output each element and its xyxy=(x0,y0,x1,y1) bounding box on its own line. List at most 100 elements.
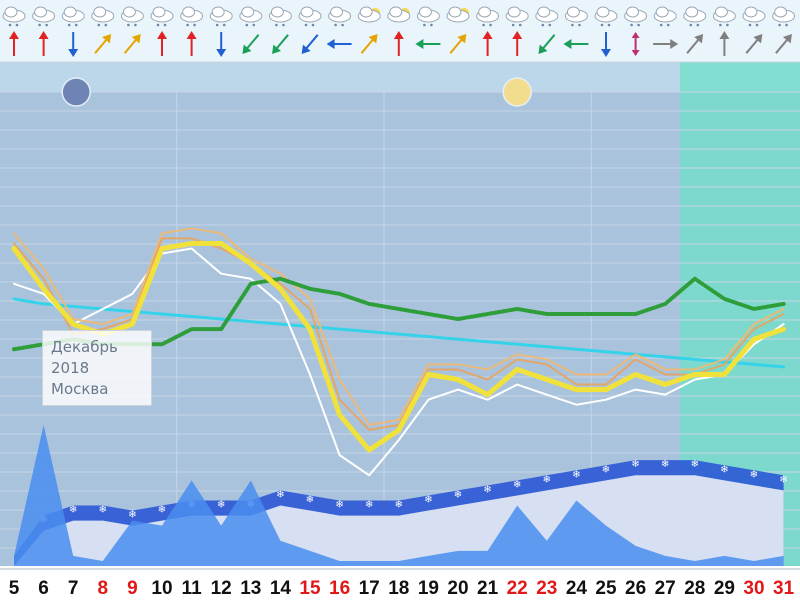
drop-shape xyxy=(282,23,285,27)
wind-arrow-icon xyxy=(68,32,79,57)
wind-arrow-icon xyxy=(538,34,556,54)
drop-shape xyxy=(689,23,693,27)
cloud-rain-icon xyxy=(535,6,559,27)
drop-shape xyxy=(666,23,670,27)
cloud-rain-icon xyxy=(653,6,677,27)
cloud-rain-icon xyxy=(298,6,322,27)
wind-arrow-icon xyxy=(482,31,493,56)
snowflake-icon: ❄ xyxy=(69,505,77,516)
cloud-shape xyxy=(389,6,403,18)
day-label: 30 xyxy=(743,578,765,599)
day-label: 18 xyxy=(388,578,410,599)
day-label: 19 xyxy=(417,578,439,599)
day-label: 25 xyxy=(595,578,617,599)
drop-shape xyxy=(311,23,315,27)
cloud-rain-icon xyxy=(91,6,115,27)
day-label: 7 xyxy=(67,578,79,599)
day-label: 12 xyxy=(210,578,232,599)
drop-shape xyxy=(304,23,308,27)
arrow-head xyxy=(216,49,227,57)
day-label: 23 xyxy=(536,578,558,599)
drop-shape xyxy=(637,23,640,27)
snowflake-icon: ❄ xyxy=(750,469,758,480)
drop-shape xyxy=(548,23,552,27)
day-label: 6 xyxy=(38,578,49,599)
arrow-rotator xyxy=(186,31,197,56)
cloud-rain-icon xyxy=(328,6,352,27)
cloud-shape xyxy=(152,6,166,18)
arrow-rotator xyxy=(216,32,227,57)
cloud-rain-icon xyxy=(416,6,440,27)
cloud-sun-icon xyxy=(387,6,411,23)
arrow-head xyxy=(782,34,792,44)
drop-shape xyxy=(607,23,611,27)
day-label: 8 xyxy=(97,578,109,599)
drop-shape xyxy=(156,23,160,27)
drop-shape xyxy=(8,23,12,27)
snowflake-icon: ❄ xyxy=(365,500,373,511)
arrow-rotator xyxy=(538,34,556,54)
drop-shape xyxy=(67,23,71,27)
drop-shape xyxy=(38,23,41,27)
wind-arrow-icon xyxy=(360,34,378,54)
day-label: 28 xyxy=(684,578,706,599)
drop-shape xyxy=(15,23,19,27)
cloud-shape xyxy=(182,6,196,18)
drop-shape xyxy=(104,23,108,27)
arrow-head xyxy=(482,31,493,39)
day-label: 31 xyxy=(773,578,795,599)
drop-shape xyxy=(45,23,48,27)
arrow-rotator xyxy=(68,32,79,57)
snowflake-icon: ❄ xyxy=(513,479,521,490)
cloud-rain-icon xyxy=(594,6,618,27)
snowflake-icon: ❄ xyxy=(720,464,728,475)
snowflake-icon: ❄ xyxy=(99,505,107,516)
arrow-head xyxy=(512,31,523,39)
drop-shape xyxy=(719,23,722,27)
drop-shape xyxy=(127,23,130,27)
arrow-head xyxy=(9,31,19,39)
cloud-snow-icon xyxy=(772,6,796,27)
cloud-rain-icon xyxy=(505,6,529,27)
arrow-rotator xyxy=(272,34,289,54)
cloud-shape xyxy=(63,6,77,18)
drop-shape xyxy=(245,23,249,27)
cloud-shape xyxy=(478,6,492,18)
snowflake-icon: ❄ xyxy=(691,459,699,470)
caption-year: 2018 xyxy=(51,359,90,377)
series-line-white xyxy=(13,247,785,477)
cloud-shape xyxy=(93,6,107,18)
series-line-yellow xyxy=(11,240,787,453)
arrow-head xyxy=(538,44,548,54)
drop-shape xyxy=(193,23,196,27)
drop-shape xyxy=(541,23,545,27)
cloud-rain-icon xyxy=(476,6,500,27)
drop-shape xyxy=(778,23,781,27)
wind-arrow-icon xyxy=(775,34,792,54)
cloud-rain-icon xyxy=(32,6,56,27)
snowflake-icon: ❄ xyxy=(779,474,787,485)
snowflake-icon: ❄ xyxy=(661,459,669,470)
arrow-rotator xyxy=(745,34,763,54)
arrow-rotator xyxy=(157,31,167,56)
snowflake-icon: ❄ xyxy=(276,489,284,500)
cloud-shape xyxy=(774,6,788,18)
arrow-head xyxy=(694,34,704,44)
arrow-rotator xyxy=(449,34,467,54)
wind-arrow-icon xyxy=(242,34,260,54)
snowflake-icon: ❄ xyxy=(217,500,225,511)
day-label: 27 xyxy=(654,578,676,599)
arrow-rotator xyxy=(775,34,792,54)
drop-shape xyxy=(134,23,137,27)
wind-arrow-icon xyxy=(512,31,523,56)
cloud-rain-icon xyxy=(268,6,292,27)
cloud-rain-icon xyxy=(564,6,588,27)
day-label: 13 xyxy=(240,578,262,599)
cloud-shape xyxy=(566,6,580,18)
drop-shape xyxy=(748,23,752,27)
arrow-head xyxy=(457,34,467,44)
day-label: 15 xyxy=(299,578,321,599)
wind-arrow-icon xyxy=(631,32,640,56)
cloud-shape xyxy=(211,6,225,18)
